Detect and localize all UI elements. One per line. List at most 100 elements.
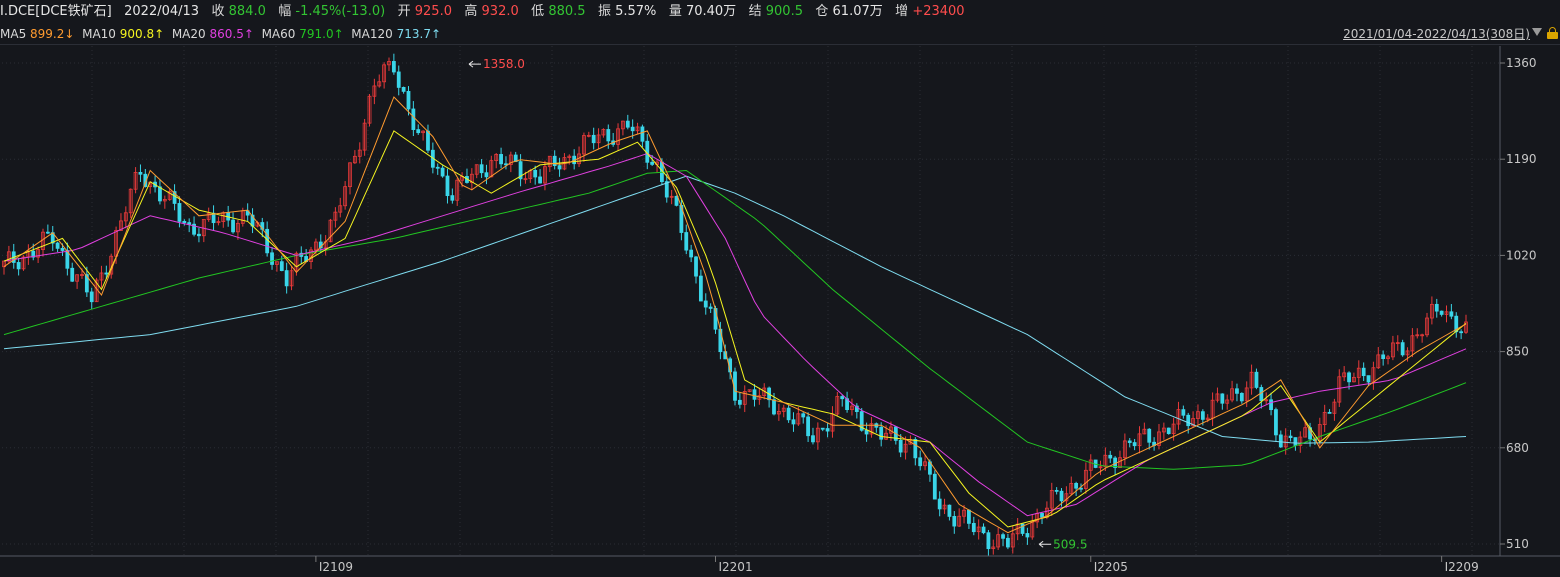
candle-body <box>362 122 367 151</box>
candle-body <box>1459 331 1464 334</box>
candle-body <box>1147 428 1152 443</box>
candle-body <box>377 81 382 87</box>
candle-body <box>1400 342 1405 356</box>
candle-body <box>16 262 21 270</box>
candle-body <box>1356 367 1361 378</box>
candle-body <box>538 176 542 184</box>
candle-body <box>1293 437 1298 446</box>
candle-body <box>133 171 138 190</box>
candle-body <box>177 203 182 222</box>
candle-body <box>952 516 957 527</box>
candle-body <box>586 134 591 137</box>
candle-body <box>1059 490 1064 502</box>
candle-body <box>957 515 962 527</box>
candle-body <box>416 129 421 134</box>
date-range[interactable]: 2021/01/04-2022/04/13(308日) <box>1343 27 1530 41</box>
candle-body <box>123 212 128 222</box>
lock-icon[interactable] <box>1547 27 1558 39</box>
candle-body <box>1186 414 1191 427</box>
candle-body <box>333 211 338 221</box>
candle-body <box>1264 399 1269 402</box>
x-tick-label: I2201 <box>719 560 753 574</box>
candle-body <box>1108 454 1113 459</box>
candle-body <box>1425 317 1429 336</box>
candle-body <box>567 155 572 159</box>
candle-body <box>499 154 503 165</box>
ma-legend: MA5 899.2↓ MA10 900.8↑ MA20 860.5↑ MA60 … <box>0 24 1560 44</box>
candle-body <box>1405 350 1410 356</box>
candle-body <box>1132 442 1137 447</box>
candle-body <box>1429 303 1434 319</box>
ma60-line <box>3 169 1467 470</box>
candle-body <box>1464 321 1468 333</box>
candle-body <box>1317 424 1322 441</box>
y-tick-label: 510 <box>1506 537 1529 551</box>
candle-body <box>747 389 752 392</box>
candle-body <box>1274 409 1278 436</box>
candle-body <box>289 270 294 287</box>
candle-body <box>426 130 430 151</box>
candle-body <box>1342 372 1347 378</box>
candle-body <box>1376 354 1381 369</box>
candle-body <box>1244 387 1249 402</box>
ma10-label: MA10 <box>82 27 116 41</box>
y-tick-label: 1360 <box>1506 56 1537 70</box>
quote-date: 2022/04/13 <box>124 4 200 19</box>
settle-label: 结 <box>748 4 762 19</box>
ma60-value: 791.0↑ <box>299 27 344 41</box>
candle-body <box>674 195 679 206</box>
low-label: 低 <box>531 4 545 19</box>
candle-body <box>1366 375 1371 383</box>
candle-body <box>279 261 284 271</box>
open-interest-value: 61.07万 <box>832 4 883 19</box>
candle-body <box>284 270 289 287</box>
candle-body <box>138 171 143 175</box>
candle-body <box>1410 335 1415 352</box>
candle-body <box>1049 489 1054 509</box>
ma5-value: 899.2↓ <box>30 27 75 41</box>
candle-body <box>811 435 815 443</box>
candle-body <box>1254 371 1259 388</box>
candle-body <box>1181 409 1186 416</box>
symbol-name[interactable]: I.DCE[DCE铁矿石] <box>0 4 112 19</box>
candle-body <box>1001 534 1005 539</box>
candle-body <box>825 428 830 432</box>
x-tick-label: I2109 <box>319 560 353 574</box>
candle-body <box>708 306 713 309</box>
candle-body <box>1040 513 1044 518</box>
candle-body <box>937 498 942 510</box>
candle-body <box>1391 342 1395 358</box>
candle-body <box>703 300 708 308</box>
candle-body <box>236 222 240 233</box>
candle-body <box>162 198 167 202</box>
max-price-label: 1358.0 <box>483 57 525 71</box>
candle-body <box>84 274 89 293</box>
candle-body <box>557 165 562 170</box>
candle-body <box>1200 411 1205 420</box>
candle-body <box>547 155 552 168</box>
candle-body <box>786 407 791 421</box>
candle-body <box>1142 428 1147 435</box>
candle-body <box>411 108 416 130</box>
dropdown-arrow-icon[interactable] <box>1532 28 1542 36</box>
candle-body <box>104 272 109 275</box>
candle-body <box>962 509 966 517</box>
candle-body <box>942 504 947 510</box>
candle-body <box>1395 342 1400 345</box>
candle-body <box>6 251 11 262</box>
candle-body <box>294 252 299 272</box>
candle-body <box>328 219 333 243</box>
candle-body <box>445 175 450 197</box>
candle-body <box>1386 356 1390 360</box>
candle-body <box>616 128 620 145</box>
ma20-line <box>3 152 1467 517</box>
candle-body <box>352 155 357 164</box>
candle-body <box>981 526 986 534</box>
high-value: 932.0 <box>481 4 519 19</box>
candle-body <box>55 242 60 249</box>
candle-body <box>879 426 884 440</box>
candle-body <box>128 188 133 214</box>
candle-body <box>1220 393 1225 404</box>
candle-body <box>1283 435 1288 448</box>
